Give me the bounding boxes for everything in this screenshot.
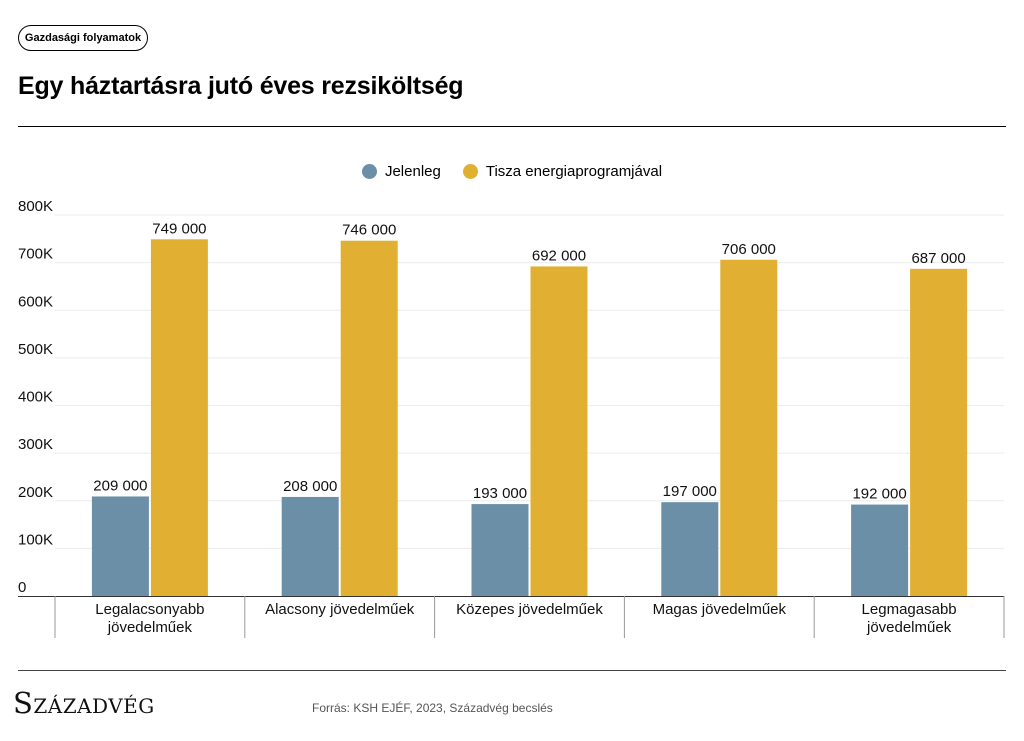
y-tick-label: 300K [18,436,53,453]
bar-chart: 0 100K 200K 300K 400K 500K 600K 700K 800K 209 000… [18,198,1005,638]
y-tick-label: 100K [18,531,53,548]
y-tick-label: 600K [18,293,53,310]
bar-value-label: 746 000 [342,222,396,239]
category-tag[interactable]: Gazdasági folyamatok [18,25,148,51]
bottom-divider [18,670,1006,671]
x-category-label: Közepes jövedelműek [456,601,603,618]
chart-legend: Jelenleg Tisza energiaprogramjával [0,160,1024,182]
bar-value-label: 706 000 [722,241,776,258]
y-tick-label: 800K [18,198,53,215]
tisza-bar [150,239,208,596]
jelenleg-bar [471,504,529,596]
legend-item-tisza: Tisza energiaprogramjával [462,160,663,182]
bar-value-label: 749 000 [152,220,206,237]
szazadveg-logo: Századvég [13,686,155,720]
x-category-label: jövedelműek [107,619,193,636]
y-tick-label: 0 [18,579,26,596]
x-category-label: Legalacsonyabb [95,601,204,618]
jelenleg-bar [91,496,149,596]
x-category-label: Alacsony jövedelműek [265,601,415,618]
x-category-label: Legmagasabb [862,601,957,618]
legend-label-jelenleg: Jelenleg [384,162,441,180]
tisza-bar [720,259,778,596]
y-tick-label: 700K [18,246,53,263]
tisza-bar [530,266,588,596]
top-divider [18,126,1006,127]
jelenleg-bar [661,502,719,596]
x-category-label: jövedelműek [866,619,952,636]
x-category-label: Magas jövedelműek [653,601,787,618]
bar-value-label: 687 000 [911,250,965,267]
source-note: Forrás: KSH EJÉF, 2023, Századvég becslé… [312,701,553,715]
page-title: Egy háztartásra jutó éves rezsiköltség [18,72,464,100]
bar-value-label: 197 000 [663,483,717,500]
tisza-bar [340,240,398,596]
bar-value-label: 192 000 [852,486,906,503]
y-tick-label: 200K [18,484,53,501]
jelenleg-bar [851,504,909,596]
legend-swatch-tisza [462,163,478,179]
y-tick-label: 400K [18,389,53,406]
bar-value-label: 692 000 [532,247,586,264]
legend-item-jelenleg: Jelenleg [361,160,441,182]
bar-value-label: 209 000 [93,477,147,494]
jelenleg-bar [281,496,339,596]
legend-swatch-jelenleg [361,163,377,179]
y-tick-label: 500K [18,341,53,358]
bar-value-label: 208 000 [283,478,337,495]
bar-value-label: 193 000 [473,485,527,502]
tisza-bar [910,268,968,596]
legend-label-tisza: Tisza energiaprogramjával [485,162,663,180]
